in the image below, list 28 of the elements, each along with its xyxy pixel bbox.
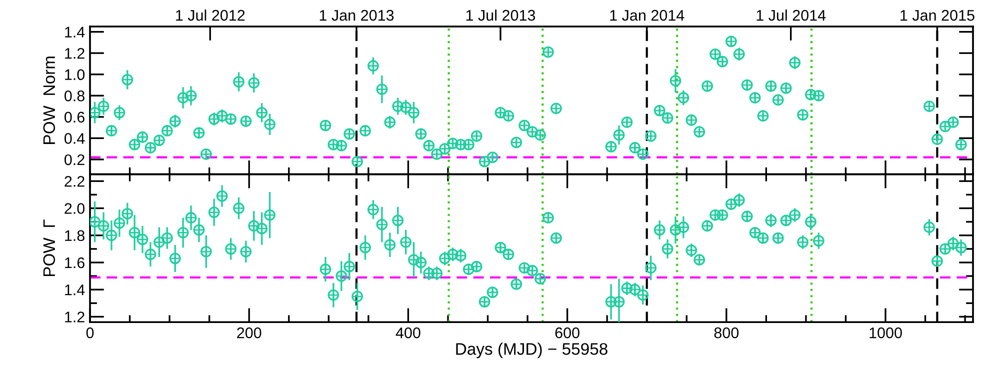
y-tick-label: 1.0 bbox=[65, 69, 85, 80]
y-axis-title: POW Norm bbox=[43, 56, 56, 144]
y-tick-label: 0.2 bbox=[64, 154, 84, 166]
x-tick-label: 200 bbox=[237, 327, 262, 338]
x-tick-label: 0 bbox=[86, 327, 94, 338]
y-tick-label: 0.8 bbox=[64, 90, 84, 102]
y-tick-label: 2.0 bbox=[64, 203, 85, 214]
y-tick-label: 1.2 bbox=[65, 48, 84, 59]
x-tick-label: 1000 bbox=[870, 327, 902, 338]
x-tick-label: 600 bbox=[555, 327, 580, 338]
y-tick-label: 1.8 bbox=[65, 230, 84, 242]
y-tick-label: 1.2 bbox=[65, 312, 84, 322]
y-tick-label: 1.4 bbox=[65, 284, 85, 296]
x2-tick-label: 1 Jan 2014 bbox=[610, 10, 684, 21]
x2-tick-label: 1 Jan 2015 bbox=[900, 10, 974, 21]
y-tick-label: 2.2 bbox=[64, 176, 84, 187]
y-tick-label: 1.4 bbox=[65, 26, 85, 38]
y-tick-label: 0.4 bbox=[64, 133, 85, 144]
x2-tick-label: 1 Jul 2012 bbox=[176, 10, 245, 21]
x-axis-title: Days (MJD) − 55958 bbox=[456, 342, 608, 358]
x2-tick-label: 1 Jul 2013 bbox=[466, 10, 536, 21]
x2-tick-label: 1 Jul 2014 bbox=[756, 10, 826, 21]
y-tick-label: 1.6 bbox=[65, 257, 84, 268]
y-tick-label: 0.6 bbox=[64, 112, 84, 123]
y-axis-title: POW Γ bbox=[43, 220, 56, 276]
x2-tick-label: 1 Jan 2013 bbox=[320, 10, 394, 21]
x-tick-label: 800 bbox=[714, 327, 739, 338]
x-tick-label: 400 bbox=[396, 327, 420, 338]
